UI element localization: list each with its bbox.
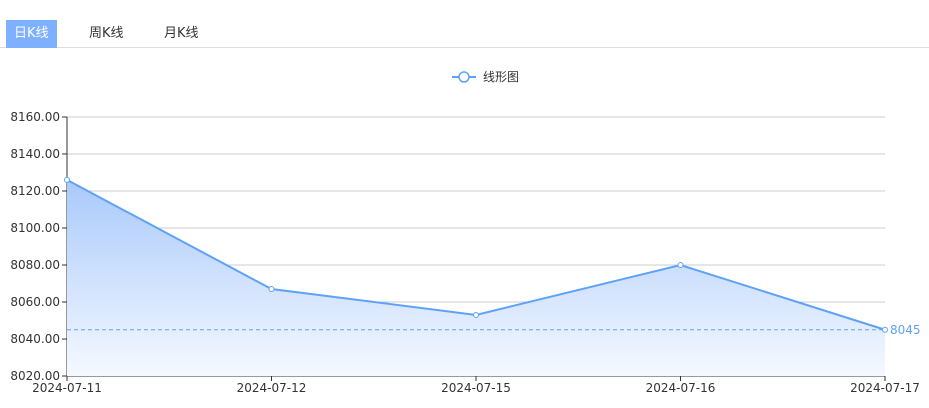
x-tick-label: 2024-07-15 (441, 381, 511, 395)
x-tick-label: 2024-07-16 (646, 381, 716, 395)
series-area (67, 179, 885, 376)
y-tick-label: 8020.00 (10, 369, 60, 383)
x-tick-label: 2024-07-11 (32, 381, 102, 395)
period-tabs: 日K线 周K线 月K线 (0, 18, 929, 48)
x-tick-label: 2024-07-17 (850, 381, 920, 395)
tab-weekly-k[interactable]: 周K线 (89, 26, 124, 41)
y-tick-label: 8160.00 (10, 110, 60, 124)
y-tick-label: 8040.00 (10, 332, 60, 346)
tab-monthly-k[interactable]: 月K线 (164, 26, 199, 41)
data-point (64, 176, 70, 183)
y-tick-label: 8140.00 (10, 147, 60, 161)
tab-daily-k[interactable]: 日K线 (6, 20, 57, 48)
mark-line-label: 8045 (890, 323, 921, 337)
data-point (677, 262, 684, 268)
x-tick-label: 2024-07-12 (237, 381, 307, 395)
data-point (473, 311, 479, 318)
data-point (268, 286, 275, 293)
data-point (882, 326, 888, 333)
y-tick-label: 8100.00 (10, 221, 60, 235)
y-tick-label: 8120.00 (10, 184, 60, 198)
legend-label: 线形图 (483, 70, 519, 84)
legend[interactable]: 线形图 (452, 70, 519, 84)
legend-marker-icon (458, 71, 470, 83)
y-tick-label: 8060.00 (10, 295, 60, 309)
y-tick-label: 8080.00 (10, 258, 60, 272)
